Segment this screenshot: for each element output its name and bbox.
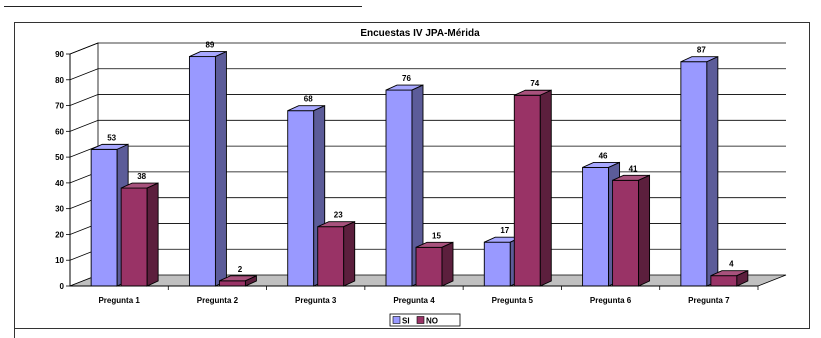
y-tick-label: 0 <box>60 282 65 291</box>
legend-box <box>389 313 461 327</box>
gridline-side <box>69 94 99 106</box>
bar-no <box>710 275 738 287</box>
chart-gridlines <box>69 42 786 261</box>
legend-label-no: NO <box>426 317 438 326</box>
data-label: 41 <box>629 164 638 173</box>
data-label: 74 <box>530 79 539 88</box>
data-label: 76 <box>402 74 411 83</box>
bar-no <box>415 246 443 287</box>
y-axis: 0 10 20 30 40 50 60 70 80 90 <box>55 50 71 291</box>
bar-side-no <box>146 182 159 287</box>
gridline-side <box>69 119 99 132</box>
x-tick-label: Pregunta 2 <box>197 296 239 305</box>
data-label: 23 <box>334 211 343 220</box>
y-tick-label: 40 <box>55 179 64 188</box>
chart-bars <box>90 50 749 287</box>
bar-si <box>385 89 413 287</box>
frame-edge-line <box>14 325 15 338</box>
bar-no <box>317 226 345 287</box>
bar-si <box>90 148 118 287</box>
bar-no <box>612 179 640 287</box>
bar-no <box>513 94 541 287</box>
data-label: 15 <box>432 231 441 240</box>
data-label: 89 <box>205 41 214 50</box>
bar-si <box>287 110 315 287</box>
bar-side-no <box>244 275 257 287</box>
y-tick-label: 20 <box>55 230 64 239</box>
y-tick-label: 30 <box>55 205 64 214</box>
x-tick-label: Pregunta 4 <box>393 296 435 305</box>
bar-si <box>680 61 708 287</box>
bar-no <box>218 280 246 287</box>
data-label: 53 <box>107 133 116 142</box>
chart-legend: SI NO <box>389 313 461 327</box>
data-label: 2 <box>238 265 243 274</box>
x-tick-label: Pregunta 7 <box>688 296 730 305</box>
gridline-side <box>69 68 99 81</box>
y-tick-label: 50 <box>55 153 64 162</box>
y-tick-label: 70 <box>55 102 64 111</box>
y-tick-label: 60 <box>55 127 64 136</box>
y-tick-label: 80 <box>55 76 64 85</box>
y-tick-label: 90 <box>55 50 64 59</box>
chart-title: Encuestas IV JPA-Mérida <box>360 28 480 39</box>
x-tick-label: Pregunta 6 <box>590 296 632 305</box>
bar-side-no <box>441 241 454 287</box>
bar-side-si <box>214 50 227 287</box>
bar-si <box>483 241 511 287</box>
top-rule-line <box>4 6 362 7</box>
x-axis: Pregunta 1 Pregunta 2 Pregunta 3 Pregunta 4… <box>70 285 759 305</box>
data-label: 4 <box>729 260 734 269</box>
x-tick-label: Pregunta 5 <box>492 296 534 305</box>
bar-side-no <box>638 174 651 287</box>
data-labels: 53 38 89 2 68 23 76 15 17 74 46 41 87 4 <box>107 41 734 274</box>
data-label: 46 <box>599 151 608 160</box>
x-tick-label: Pregunta 3 <box>295 296 337 305</box>
data-label: 68 <box>304 95 313 104</box>
bar-side-no <box>539 89 552 287</box>
bar-si <box>582 166 610 287</box>
legend-swatch-no <box>416 316 425 324</box>
legend-swatch-si <box>392 316 401 324</box>
gridline-side <box>69 42 99 55</box>
bar-no <box>120 187 148 287</box>
bar-si <box>188 56 216 287</box>
legend-label-si: SI <box>402 317 410 326</box>
bar-side-no <box>343 221 356 287</box>
data-label: 17 <box>500 226 509 235</box>
bar-side-si <box>706 56 719 287</box>
y-tick-label: 10 <box>55 256 64 265</box>
x-tick-label: Pregunta 1 <box>98 296 140 305</box>
data-label: 87 <box>697 46 706 55</box>
bar-side-no <box>736 269 749 287</box>
data-label: 38 <box>137 172 146 181</box>
